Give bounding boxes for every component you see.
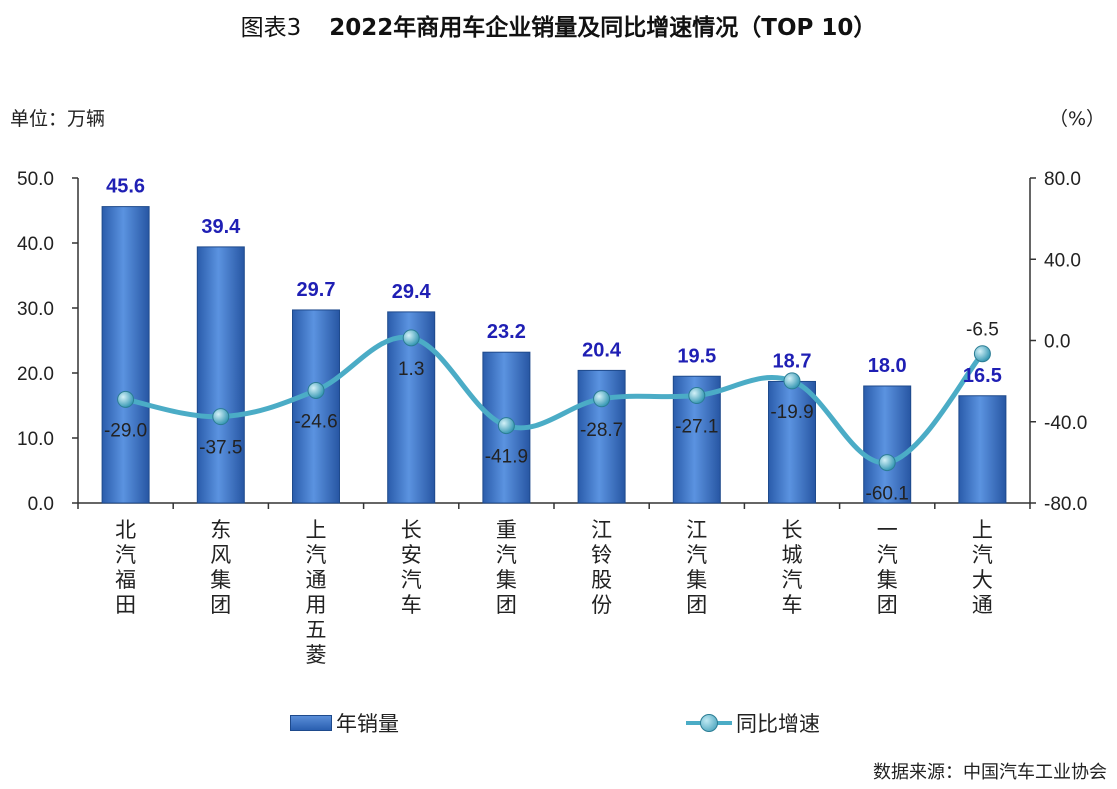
chart-title-prefix: 图表3	[240, 15, 302, 41]
bar-value-label: 20.4	[582, 339, 622, 361]
category-label: 北汽福田	[115, 518, 136, 617]
category-label: 上汽大通	[972, 518, 993, 617]
growth-rate-label: -6.5	[966, 320, 999, 341]
category-label: 东风集团	[210, 518, 231, 617]
growth-rate-label: -28.7	[580, 420, 623, 441]
growth-rate-point	[973, 345, 991, 363]
growth-rate-point	[497, 417, 515, 435]
legend-line-label: 同比增速	[736, 712, 820, 736]
bar-value-label: 29.4	[392, 281, 432, 303]
right-tick-label: 80.0	[1044, 169, 1081, 190]
growth-rate-label: -19.9	[770, 402, 813, 423]
bar	[768, 380, 816, 504]
category-label: 江汽集团	[686, 518, 707, 617]
category-label: 长安汽车	[401, 518, 422, 617]
growth-rate-point	[212, 408, 230, 426]
left-tick-label: 10.0	[17, 429, 54, 450]
right-axis-unit: （%）	[1048, 108, 1105, 130]
growth-rate-point	[688, 387, 706, 405]
growth-rate-label: -29.0	[104, 420, 147, 441]
bar-value-label: 18.0	[868, 355, 907, 377]
data-source: 数据来源：中国汽车工业协会	[873, 762, 1107, 783]
right-tick-label: 40.0	[1044, 250, 1081, 271]
growth-rate-label: -37.5	[199, 438, 242, 459]
left-tick-label: 50.0	[17, 169, 54, 190]
growth-rate-label: -24.6	[294, 411, 337, 432]
growth-rate-label: -41.9	[485, 447, 528, 468]
bar	[577, 369, 626, 504]
growth-rate-point	[402, 329, 420, 347]
bar-value-label: 23.2	[487, 321, 526, 343]
category-label: 上汽通用五菱	[306, 518, 327, 667]
legend-bar: 年销量	[290, 708, 399, 738]
legend-line: 同比增速	[686, 708, 820, 738]
bar	[958, 395, 1007, 504]
category-label: 一汽集团	[877, 518, 898, 617]
growth-rate-point	[593, 390, 611, 408]
right-tick-label: -40.0	[1044, 413, 1087, 434]
growth-rate-line	[125, 334, 985, 466]
legend-bar-swatch	[290, 715, 332, 731]
growth-rate-point	[117, 390, 135, 408]
right-tick-label: -80.0	[1044, 494, 1087, 515]
left-axis-unit: 单位：万辆	[10, 108, 106, 130]
left-tick-label: 20.0	[17, 364, 54, 385]
legend-line-swatch	[686, 713, 732, 733]
bar-value-label: 45.6	[106, 176, 145, 198]
growth-rate-label: -60.1	[866, 484, 909, 505]
bar	[101, 206, 150, 504]
left-tick-label: 0.0	[28, 494, 54, 515]
chart-title: 图表3 2022年商用车企业销量及同比增速情况（TOP 10）	[0, 8, 1117, 42]
growth-rate-point	[783, 372, 801, 390]
right-tick-label: 0.0	[1044, 332, 1070, 353]
bar-value-label: 18.7	[773, 350, 812, 372]
growth-rate-label: 1.3	[398, 359, 424, 380]
growth-rate-label: -27.1	[675, 417, 718, 438]
legend-bar-label: 年销量	[336, 712, 399, 736]
bar-value-label: 39.4	[201, 216, 241, 238]
bar	[196, 246, 245, 504]
category-label: 江铃股份	[591, 518, 612, 617]
left-tick-label: 40.0	[17, 234, 54, 255]
growth-rate-point	[878, 454, 896, 472]
bar	[292, 309, 340, 504]
chart-title-main: 2022年商用车企业销量及同比增速情况（TOP 10）	[329, 15, 877, 41]
bar	[863, 385, 912, 504]
bar-value-label: 29.7	[297, 279, 336, 301]
category-label: 重汽集团	[496, 518, 517, 617]
left-tick-label: 30.0	[17, 299, 54, 320]
category-label: 长城汽车	[782, 518, 803, 617]
growth-rate-point	[307, 381, 325, 399]
bar-value-label: 19.5	[677, 345, 716, 367]
bar-value-label: 16.5	[963, 365, 1002, 387]
